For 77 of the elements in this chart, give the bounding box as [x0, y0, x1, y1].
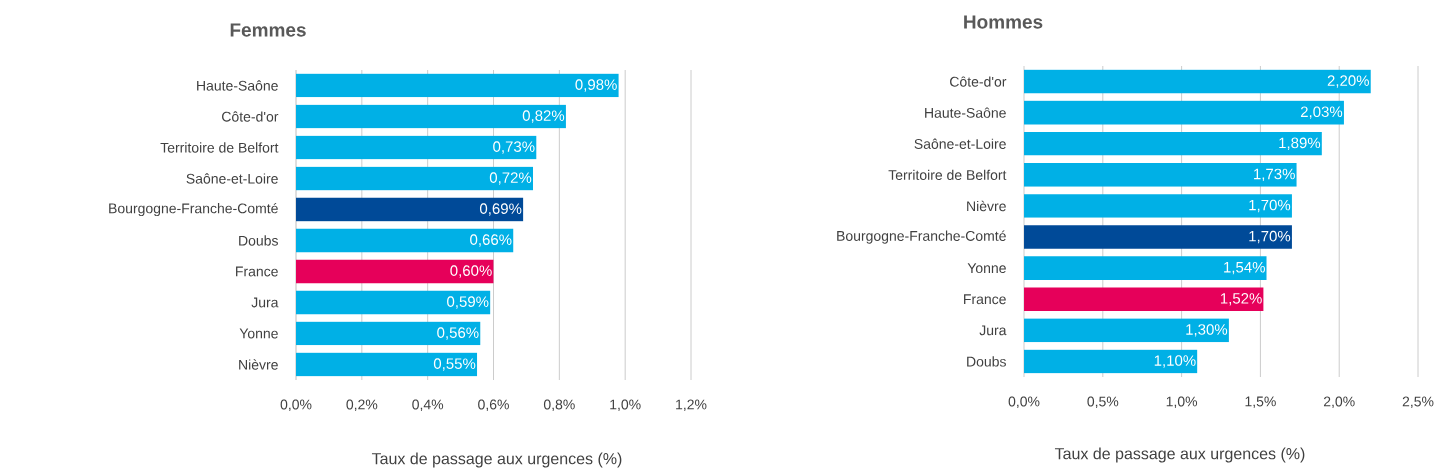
y-tick-label: Doubs: [239, 235, 278, 246]
data-label: 0,56%: [437, 327, 479, 340]
y-tick-label: Haute-Saône: [925, 107, 1006, 118]
y-tick-label: France: [236, 266, 278, 277]
y-tick-label: France: [964, 294, 1006, 305]
x-tick-label: 0,0%: [280, 399, 312, 412]
bar: [1024, 100, 1344, 125]
data-label: 0,66%: [470, 234, 512, 247]
bar: [1024, 225, 1292, 249]
bar: [1024, 131, 1322, 156]
y-tick-label: Jura: [979, 325, 1007, 336]
data-label: 1,30%: [1186, 324, 1228, 337]
data-label: 1,10%: [1154, 355, 1196, 368]
data-label: 0,69%: [479, 203, 522, 216]
bar: [296, 321, 481, 346]
chart-title: Hommes: [964, 15, 1043, 29]
bar: [296, 290, 491, 315]
bar: [1024, 194, 1292, 218]
y-tick-label: Haute-Saône: [197, 80, 278, 91]
bar: [1024, 163, 1297, 187]
y-tick-label: Nièvre: [239, 359, 278, 370]
bar: [296, 197, 524, 222]
data-label: 0,55%: [433, 358, 476, 371]
data-label: 0,60%: [450, 265, 492, 278]
bar: [296, 135, 537, 160]
x-tick-label: 0,6%: [478, 399, 509, 412]
x-tick-label: 1,0%: [610, 399, 641, 412]
bar: [296, 104, 566, 129]
x-axis-title: Taux de passage aux urgences (%): [371, 452, 622, 468]
bar: [1024, 69, 1371, 94]
bar: [1024, 318, 1229, 343]
bar: [1024, 287, 1264, 312]
y-tick-label: Bourgogne-Franche-Comté: [837, 230, 1006, 244]
x-tick-label: 0,0%: [1008, 396, 1040, 409]
x-tick-label: 2,0%: [1323, 396, 1355, 409]
y-tick-label: Territoire de Belfort: [888, 169, 1007, 180]
x-tick-label: 2,5%: [1402, 396, 1434, 409]
x-tick-label: 1,0%: [1166, 396, 1198, 409]
data-label: 1,52%: [1220, 293, 1262, 306]
bar: [296, 228, 514, 253]
y-tick-label: Saône-et-Loire: [186, 173, 278, 184]
data-label: 0,98%: [575, 79, 617, 92]
x-tick-label: 1,5%: [1245, 396, 1276, 409]
y-tick-label: Côte-d'or: [222, 111, 279, 122]
data-label: 1,70%: [1249, 199, 1291, 213]
x-tick-label: 0,8%: [543, 399, 575, 412]
y-tick-label: Yonne: [967, 263, 1006, 274]
data-label: 1,89%: [1279, 137, 1321, 150]
data-label: 0,59%: [447, 296, 489, 309]
x-tick-label: 0,2%: [346, 399, 378, 412]
bar: [296, 259, 494, 284]
data-label: 0,82%: [522, 110, 565, 123]
chart-title: Femmes: [230, 23, 306, 37]
data-label: 1,73%: [1254, 168, 1295, 182]
data-label: 2,03%: [1300, 106, 1343, 119]
y-tick-label: Yonne: [239, 328, 278, 339]
y-tick-label: Nièvre: [967, 200, 1006, 212]
bar: [1024, 256, 1267, 280]
x-tick-label: 0,4%: [412, 399, 444, 412]
data-label: 1,70%: [1249, 230, 1291, 244]
data-label: 2,20%: [1327, 75, 1369, 88]
x-tick-label: 0,5%: [1087, 396, 1119, 409]
data-label: 0,72%: [489, 172, 532, 185]
bar: [1024, 349, 1198, 374]
data-label: 1,54%: [1224, 262, 1265, 275]
y-tick-label: Saône-et-Loire: [914, 138, 1006, 149]
y-tick-label: Territoire de Belfort: [160, 142, 279, 153]
y-tick-label: Doubs: [967, 356, 1006, 367]
y-tick-label: Côte-d'or: [950, 76, 1007, 87]
data-label: 0,73%: [493, 141, 535, 154]
bar: [296, 73, 619, 98]
y-tick-label: Bourgogne-Franche-Comté: [109, 202, 278, 217]
x-axis-title: Taux de passage aux urgences (%): [1054, 447, 1305, 463]
bar: [296, 166, 534, 191]
bar: [296, 352, 478, 377]
x-tick-label: 1,2%: [676, 399, 707, 412]
y-tick-label: Jura: [251, 297, 279, 308]
